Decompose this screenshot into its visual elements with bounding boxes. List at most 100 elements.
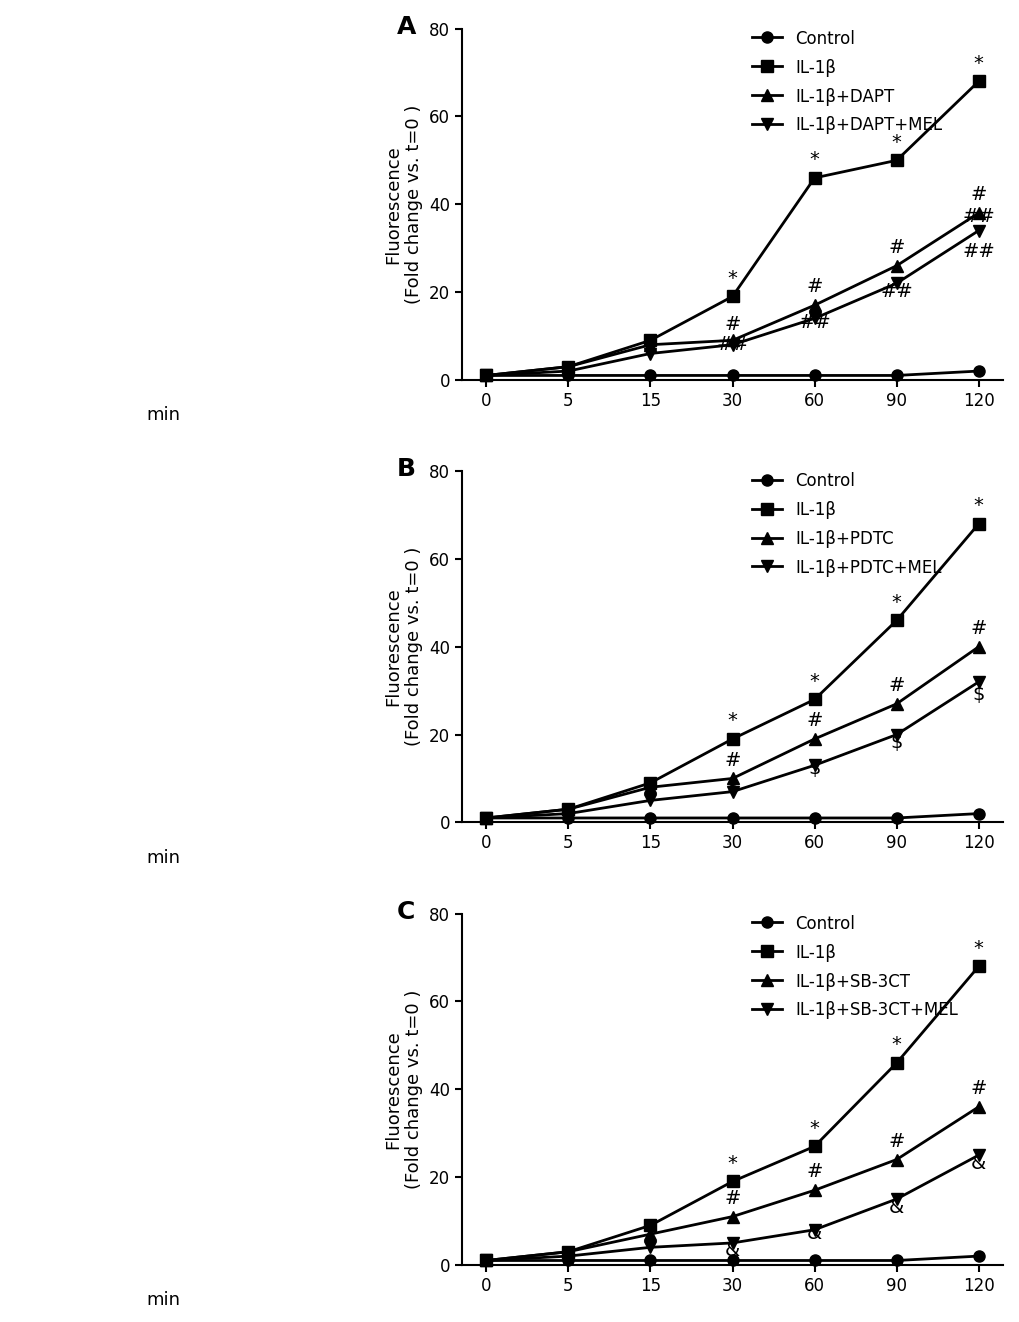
Y-axis label: Fluorescence
(Fold change vs. t=0 ): Fluorescence (Fold change vs. t=0 ) <box>384 104 423 304</box>
Line: Control: Control <box>480 1251 983 1266</box>
Line: IL-1β: IL-1β <box>480 518 983 824</box>
Text: ##: ## <box>961 208 995 226</box>
IL-1β <box>808 691 820 707</box>
Text: $: $ <box>890 734 902 752</box>
IL-1β <box>480 368 492 383</box>
IL-1β <box>890 612 902 628</box>
Line: IL-1β+SB-3CT+MEL: IL-1β+SB-3CT+MEL <box>480 1150 983 1266</box>
Text: #: # <box>969 185 986 204</box>
Line: IL-1β+SB-3CT: IL-1β+SB-3CT <box>480 1101 983 1266</box>
Control <box>644 368 656 383</box>
Control <box>972 1248 984 1264</box>
Line: IL-1β+DAPT: IL-1β+DAPT <box>480 208 983 381</box>
IL-1β+PDTC+MEL <box>644 792 656 808</box>
Control <box>808 368 820 383</box>
Text: &: & <box>725 1241 740 1260</box>
Text: *: * <box>891 1035 901 1054</box>
Line: IL-1β+DAPT+MEL: IL-1β+DAPT+MEL <box>480 225 983 381</box>
Control <box>726 368 738 383</box>
Text: #: # <box>806 1162 822 1182</box>
IL-1β+SB-3CT <box>890 1151 902 1167</box>
IL-1β <box>644 775 656 791</box>
Line: IL-1β: IL-1β <box>480 75 983 381</box>
Control <box>644 810 656 826</box>
Text: min: min <box>146 1292 180 1309</box>
Control <box>890 1252 902 1268</box>
IL-1β+DAPT <box>561 358 574 374</box>
Legend: Control, IL-1β, IL-1β+DAPT, IL-1β+DAPT+MEL: Control, IL-1β, IL-1β+DAPT, IL-1β+DAPT+M… <box>751 30 942 135</box>
Control <box>561 368 574 383</box>
IL-1β+SB-3CT <box>726 1208 738 1224</box>
IL-1β+DAPT+MEL <box>726 337 738 353</box>
Line: Control: Control <box>480 365 983 381</box>
Text: *: * <box>891 132 901 152</box>
Text: #: # <box>806 711 822 730</box>
Text: ##: ## <box>879 282 912 301</box>
Text: &: & <box>806 1224 821 1243</box>
IL-1β+PDTC+MEL <box>726 784 738 800</box>
IL-1β+DAPT+MEL <box>808 311 820 327</box>
Y-axis label: Fluorescence
(Fold change vs. t=0 ): Fluorescence (Fold change vs. t=0 ) <box>384 990 423 1188</box>
IL-1β+SB-3CT+MEL <box>972 1147 984 1163</box>
Control <box>808 1252 820 1268</box>
IL-1β+DAPT+MEL <box>644 345 656 361</box>
IL-1β <box>972 958 984 974</box>
Text: *: * <box>891 592 901 612</box>
IL-1β+PDTC <box>808 731 820 747</box>
Text: #: # <box>806 278 822 296</box>
Text: *: * <box>727 711 737 730</box>
IL-1β <box>890 1055 902 1071</box>
Text: ##: ## <box>798 312 830 332</box>
Text: $: $ <box>971 685 984 703</box>
Line: Control: Control <box>480 808 983 824</box>
IL-1β+SB-3CT <box>644 1227 656 1243</box>
Y-axis label: Fluorescence
(Fold change vs. t=0 ): Fluorescence (Fold change vs. t=0 ) <box>384 547 423 747</box>
Text: *: * <box>727 268 737 288</box>
Control <box>480 810 492 826</box>
Control <box>480 1252 492 1268</box>
IL-1β <box>644 1218 656 1233</box>
IL-1β+SB-3CT+MEL <box>726 1235 738 1251</box>
Control <box>808 810 820 826</box>
IL-1β <box>726 731 738 747</box>
Text: #: # <box>723 1188 740 1208</box>
IL-1β+SB-3CT <box>808 1182 820 1198</box>
IL-1β+PDTC+MEL <box>808 758 820 773</box>
IL-1β+DAPT <box>480 368 492 383</box>
IL-1β <box>561 1244 574 1260</box>
Text: #: # <box>888 238 904 256</box>
IL-1β+SB-3CT <box>480 1252 492 1268</box>
Text: *: * <box>973 496 982 516</box>
Text: #: # <box>723 751 740 769</box>
IL-1β+DAPT <box>972 205 984 221</box>
IL-1β+PDTC+MEL <box>972 674 984 690</box>
Line: IL-1β+PDTC: IL-1β+PDTC <box>480 641 983 824</box>
IL-1β <box>726 1174 738 1190</box>
Text: #: # <box>888 1132 904 1150</box>
Control <box>972 805 984 821</box>
Text: *: * <box>973 939 982 957</box>
Legend: Control, IL-1β, IL-1β+SB-3CT, IL-1β+SB-3CT+MEL: Control, IL-1β, IL-1β+SB-3CT, IL-1β+SB-3… <box>751 915 957 1019</box>
IL-1β+PDTC+MEL <box>561 805 574 821</box>
Text: *: * <box>973 54 982 73</box>
Legend: Control, IL-1β, IL-1β+PDTC, IL-1β+PDTC+MEL: Control, IL-1β, IL-1β+PDTC, IL-1β+PDTC+M… <box>751 472 941 576</box>
IL-1β <box>561 801 574 817</box>
Text: *: * <box>809 151 818 169</box>
IL-1β+SB-3CT+MEL <box>644 1240 656 1256</box>
Text: &: & <box>970 1154 985 1173</box>
IL-1β <box>808 1138 820 1154</box>
IL-1β+DAPT <box>644 337 656 353</box>
Line: IL-1β: IL-1β <box>480 961 983 1266</box>
Control <box>644 1252 656 1268</box>
IL-1β <box>561 358 574 374</box>
IL-1β <box>808 171 820 186</box>
Control <box>726 810 738 826</box>
IL-1β+DAPT+MEL <box>561 364 574 379</box>
Text: #: # <box>723 315 740 333</box>
Text: $: $ <box>726 777 738 796</box>
Text: A: A <box>396 15 416 38</box>
IL-1β <box>480 810 492 826</box>
Text: min: min <box>146 406 180 424</box>
IL-1β+SB-3CT+MEL <box>480 1252 492 1268</box>
IL-1β+SB-3CT <box>972 1099 984 1114</box>
